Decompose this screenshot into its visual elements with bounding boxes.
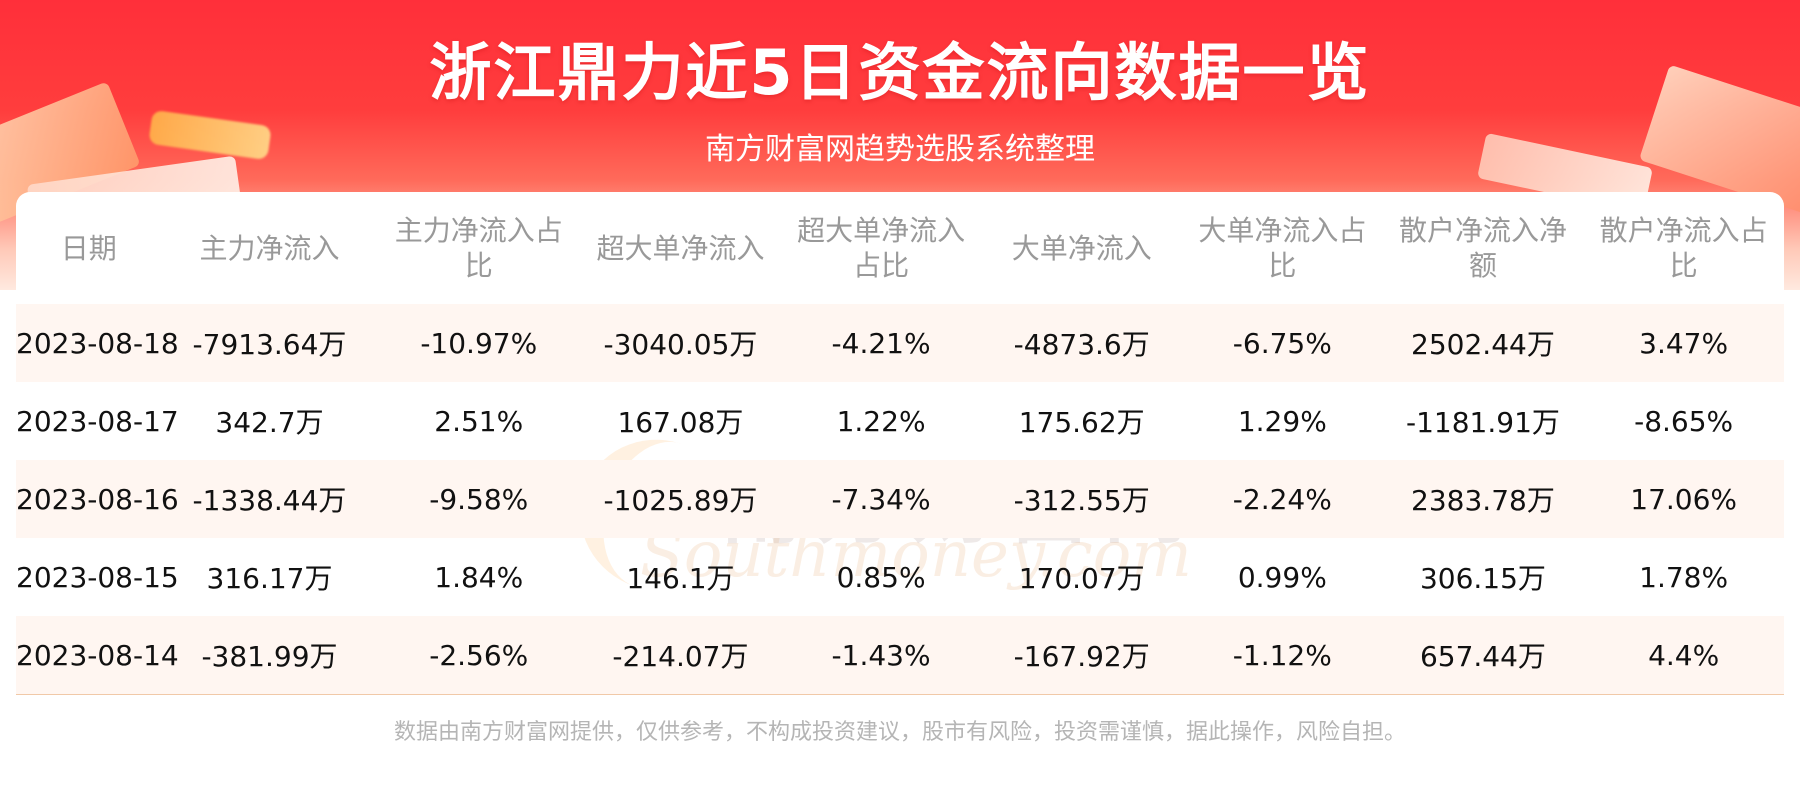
disclaimer-text: 数据由南方财富网提供，仅供参考，不构成投资建议，股市有风险，投资需谨慎，据此操作… [393, 720, 1406, 745]
cell-retail-inflow-ratio: -8.65% [1634, 404, 1734, 438]
cell-main-inflow: -1338.44万 [161, 460, 378, 538]
cell-xl-order-inflow-ratio: 1.22% [836, 404, 926, 438]
cell-retail-inflow-ratio: 4.4% [1583, 616, 1784, 694]
cell-retail-inflow-ratio: 1.78% [1639, 560, 1729, 594]
cell-main-inflow-ratio: 2.51% [434, 404, 524, 438]
cell-retail-net-inflow: 2502.44万 [1382, 304, 1584, 382]
cell-date: 2023-08-14 [16, 616, 179, 694]
table-row: 2023-08-17 342.7万 2.51% 167.08万 1.22% 17… [16, 382, 1784, 460]
table-row: 2023-08-15 316.17万 1.84% 146.1万 0.85% 17… [16, 538, 1784, 616]
column-header-large-order-inflow: 大单净流入 [1011, 231, 1152, 265]
cell-xl-order-inflow-ratio: -7.34% [780, 460, 982, 538]
column-header-date: 日期 [60, 231, 117, 265]
cell-xl-order-inflow: -214.07万 [580, 616, 781, 694]
column-header-large-order-inflow-ratio: 大单净流入占比 [1198, 214, 1367, 282]
footer-divider [16, 694, 1784, 695]
fund-flow-table: 日期 主力净流入 主力净流入占比 超大单净流入 超大单净流入占比 大单净流入 大… [16, 192, 1784, 694]
cell-retail-net-inflow: 2383.78万 [1382, 460, 1584, 538]
cell-main-inflow: -7913.64万 [161, 304, 378, 382]
cell-xl-order-inflow: 167.08万 [617, 406, 744, 439]
column-header-retail-inflow-ratio: 散户净流入占比 [1599, 214, 1768, 282]
cell-retail-inflow-ratio: 3.47% [1583, 304, 1784, 382]
cell-main-inflow: 342.7万 [215, 406, 324, 439]
page-subtitle: 南方财富网趋势选股系统整理 [705, 132, 1095, 167]
cell-large-order-inflow: -167.92万 [981, 616, 1183, 694]
cell-xl-order-inflow: 146.1万 [626, 562, 735, 595]
cell-large-order-inflow-ratio: -2.24% [1182, 460, 1383, 538]
cell-large-order-inflow: -312.55万 [981, 460, 1183, 538]
cell-retail-net-inflow: 657.44万 [1382, 616, 1584, 694]
column-header-main-inflow: 主力净流入 [199, 231, 340, 265]
cell-date: 2023-08-18 [16, 304, 179, 382]
cell-xl-order-inflow-ratio: 0.85% [836, 560, 926, 594]
cell-main-inflow: -381.99万 [161, 616, 378, 694]
cell-date: 2023-08-16 [16, 460, 179, 538]
cell-large-order-inflow: -4873.6万 [981, 304, 1183, 382]
cell-date: 2023-08-17 [16, 404, 179, 438]
page-title: 浙江鼎力近5日资金流向数据一览 [429, 36, 1371, 109]
cell-large-order-inflow-ratio: 0.99% [1237, 560, 1327, 594]
cell-main-inflow-ratio: -10.97% [377, 304, 581, 382]
cell-xl-order-inflow: -1025.89万 [580, 460, 781, 538]
table-header-row: 日期 主力净流入 主力净流入占比 超大单净流入 超大单净流入占比 大单净流入 大… [16, 192, 1784, 304]
column-header-xl-order-inflow-ratio: 超大单净流入占比 [797, 214, 966, 282]
cell-xl-order-inflow: -3040.05万 [580, 304, 781, 382]
cell-retail-inflow-ratio: 17.06% [1583, 460, 1784, 538]
cell-xl-order-inflow-ratio: -1.43% [780, 616, 982, 694]
table-row: 2023-08-18 -7913.64万 -10.97% -3040.05万 -… [16, 304, 1784, 382]
column-header-main-inflow-ratio: 主力净流入占比 [394, 214, 563, 282]
column-header-xl-order-inflow: 超大单净流入 [596, 231, 765, 265]
cell-large-order-inflow: 170.07万 [1018, 562, 1145, 595]
cell-main-inflow-ratio: -2.56% [377, 616, 581, 694]
cell-retail-net-inflow: 306.15万 [1419, 562, 1546, 595]
cell-date: 2023-08-15 [16, 560, 179, 594]
cell-retail-net-inflow: -1181.91万 [1406, 406, 1560, 439]
table-row: 2023-08-16 -1338.44万 -9.58% -1025.89万 -7… [16, 460, 1784, 538]
table-row: 2023-08-14 -381.99万 -2.56% -214.07万 -1.4… [16, 616, 1784, 694]
cell-large-order-inflow: 175.62万 [1018, 406, 1145, 439]
cell-xl-order-inflow-ratio: -4.21% [780, 304, 982, 382]
cell-main-inflow: 316.17万 [206, 562, 333, 595]
cell-large-order-inflow-ratio: -1.12% [1182, 616, 1383, 694]
table-card [16, 192, 1784, 688]
cell-large-order-inflow-ratio: 1.29% [1237, 404, 1327, 438]
cell-main-inflow-ratio: 1.84% [434, 560, 524, 594]
column-header-retail-net-inflow: 散户净流入净额 [1398, 214, 1567, 282]
cell-main-inflow-ratio: -9.58% [377, 460, 581, 538]
cell-large-order-inflow-ratio: -6.75% [1182, 304, 1383, 382]
